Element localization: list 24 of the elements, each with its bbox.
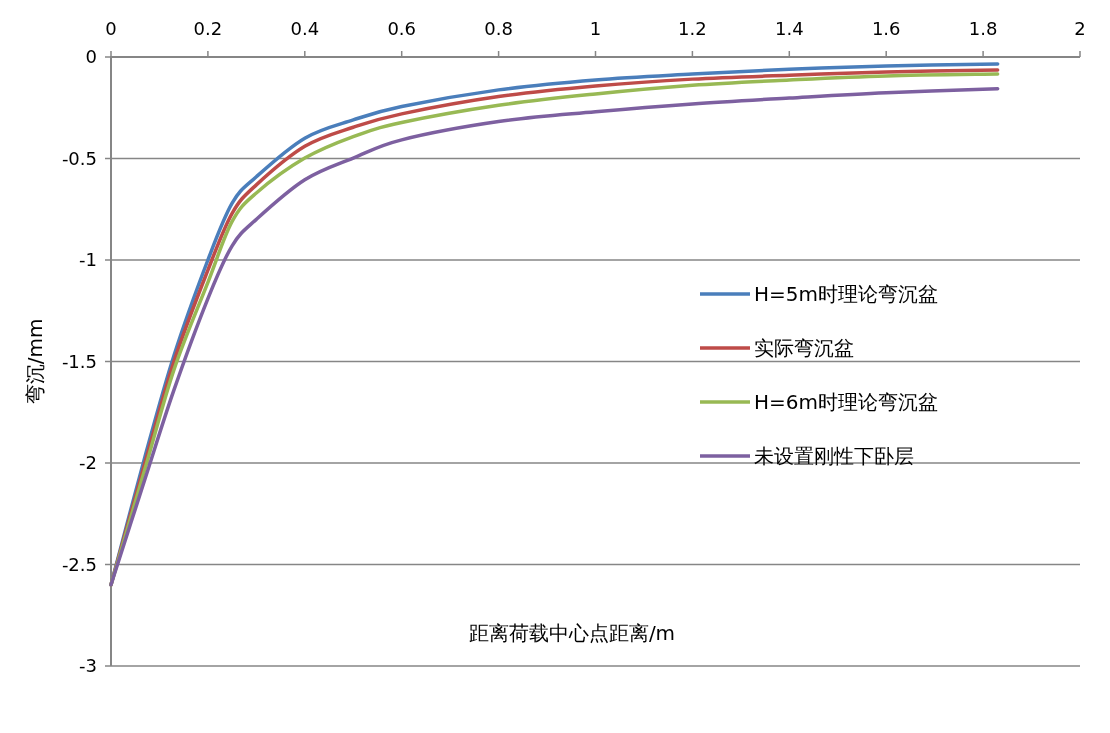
x-tick-label: 1.6 bbox=[871, 18, 901, 39]
x-tick-label: 1.2 bbox=[678, 18, 707, 39]
legend-label: H=5m时理论弯沉盆 bbox=[754, 282, 939, 306]
x-tick-label: 0.2 bbox=[193, 18, 223, 39]
y-tick-label: 0 bbox=[85, 46, 97, 67]
x-axis-title: 距离荷载中心点距离/m bbox=[468, 621, 676, 645]
legend-label: 实际弯沉盆 bbox=[754, 336, 854, 360]
y-tick-label: -1 bbox=[79, 249, 97, 270]
x-tick-label: 0.8 bbox=[484, 18, 513, 39]
x-tick-label: 1.8 bbox=[968, 18, 998, 39]
x-tick-label: 1.4 bbox=[774, 18, 804, 39]
y-tick-label: -2.5 bbox=[61, 553, 97, 575]
x-tick-label: 0 bbox=[105, 18, 117, 39]
y-tick-label: -0.5 bbox=[61, 147, 97, 169]
x-tick-label: 2 bbox=[1074, 18, 1086, 39]
y-tick-label: -1.5 bbox=[61, 350, 97, 372]
x-tick-label: 0.4 bbox=[290, 18, 320, 39]
y-tick-label: -2 bbox=[79, 452, 97, 473]
legend-label: H=6m时理论弯沉盆 bbox=[754, 390, 939, 414]
y-axis-title: 弯沉/mm bbox=[23, 318, 47, 405]
legend-label: 未设置刚性下卧层 bbox=[754, 444, 914, 468]
x-tick-label: 1 bbox=[589, 18, 602, 39]
x-tick-label: 0.6 bbox=[387, 18, 417, 39]
y-tick-label: -3 bbox=[79, 655, 97, 676]
